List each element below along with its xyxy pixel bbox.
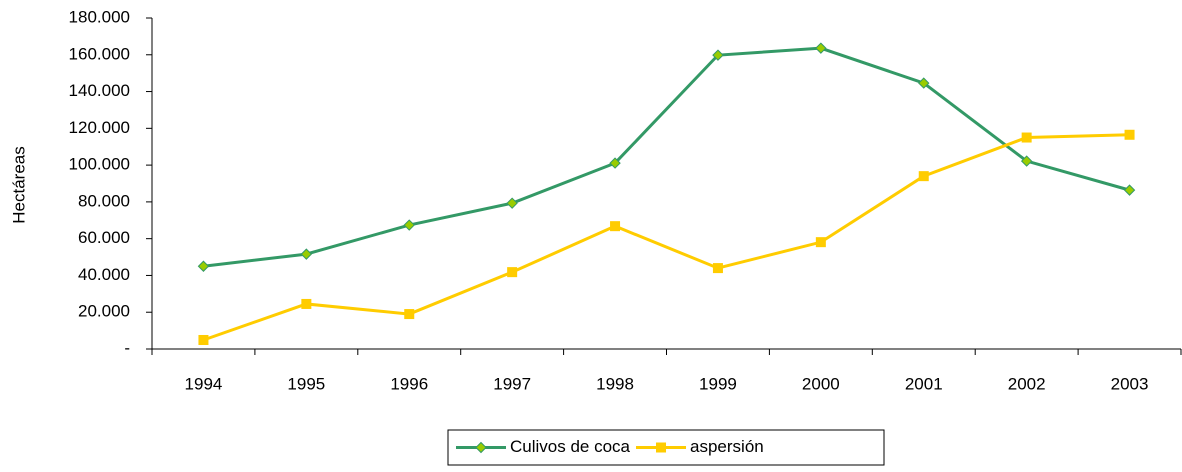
- x-tick-label: 1996: [390, 374, 428, 393]
- x-tick-label: 1995: [287, 374, 325, 393]
- point: [301, 298, 312, 309]
- point: [507, 267, 518, 278]
- x-tick-label: 1998: [596, 374, 634, 393]
- point: [1123, 184, 1136, 196]
- y-tick-label: 20.000: [78, 302, 130, 321]
- x-tick-label: 2001: [905, 374, 943, 393]
- x-tick-label: 2003: [1111, 374, 1149, 393]
- x-tick-label: 1997: [493, 374, 531, 393]
- y-tick-label: 60.000: [78, 228, 130, 247]
- y-tick-label: 40.000: [78, 265, 130, 284]
- legend-label: Culivos de coca: [510, 437, 631, 456]
- y-tick-label: 120.000: [69, 118, 130, 137]
- y-tick-label: -: [124, 338, 130, 357]
- point: [918, 171, 929, 182]
- point: [712, 263, 723, 274]
- point: [197, 260, 210, 272]
- point: [1020, 155, 1033, 167]
- point: [1124, 129, 1135, 140]
- point: [712, 49, 724, 61]
- point: [609, 157, 621, 169]
- legend: Culivos de coca aspersión: [447, 429, 885, 466]
- legend-marker: [656, 442, 667, 453]
- legend-marker: [475, 441, 487, 454]
- point: [403, 219, 415, 231]
- y-tick-label: 100.000: [69, 155, 130, 174]
- point: [918, 77, 930, 89]
- y-tick-label: 140.000: [69, 81, 130, 100]
- x-tick-label: 2000: [802, 374, 840, 393]
- y-tick-label: 160.000: [69, 44, 130, 63]
- x-tick-label: 2002: [1008, 374, 1046, 393]
- point: [198, 334, 209, 345]
- point: [404, 309, 415, 320]
- point: [506, 197, 518, 209]
- y-axis-title: Hectáreas: [9, 146, 28, 223]
- point: [1021, 132, 1032, 143]
- y-tick-label: 180.000: [69, 7, 130, 26]
- y-tick-label: 80.000: [78, 191, 130, 210]
- series-line: [202, 133, 1130, 342]
- x-tick-label: 1994: [185, 374, 223, 393]
- point: [300, 248, 313, 260]
- legend-label: aspersión: [690, 437, 764, 456]
- point: [815, 237, 826, 248]
- point: [610, 221, 621, 232]
- x-tick-label: 1999: [699, 374, 737, 393]
- point: [815, 42, 827, 54]
- series-line: [203, 46, 1130, 268]
